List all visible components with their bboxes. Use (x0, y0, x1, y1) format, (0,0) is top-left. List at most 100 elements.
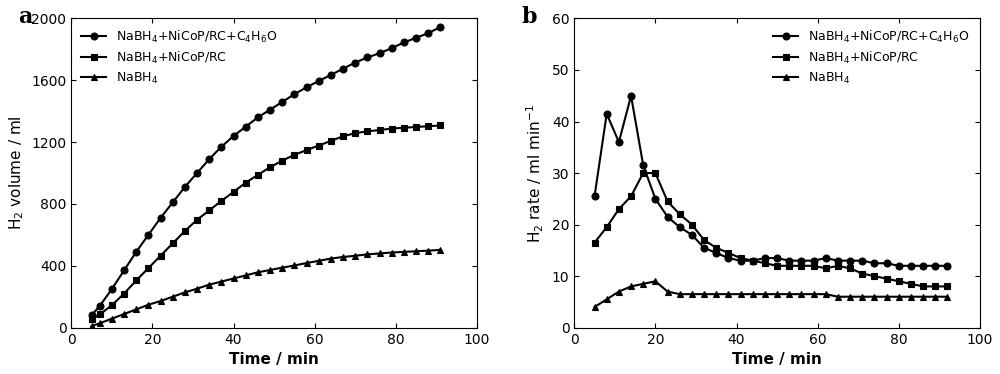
NaBH$_4$ (374, 251, 386, 256)
NaBH$_4$+NiCoP/RC (240, 180, 252, 185)
NaBH$_4$ (313, 258, 325, 263)
NaBH$_4$+NiCoP/RC (410, 125, 422, 129)
NaBH$_4$ (601, 297, 613, 301)
NaBH$_4$ (662, 289, 674, 294)
NaBH$_4$+NiCoP/RC+C$_4$H$_6$O (386, 46, 398, 50)
NaBH$_4$+NiCoP/RC+C$_4$H$_6$O (674, 225, 686, 229)
NaBH$_4$+NiCoP/RC+C$_4$H$_6$O (625, 94, 637, 98)
NaBH$_4$+NiCoP/RC (118, 291, 130, 296)
NaBH$_4$+NiCoP/RC+C$_4$H$_6$O (941, 264, 953, 268)
NaBH$_4$ (349, 254, 361, 258)
NaBH$_4$+NiCoP/RC (337, 134, 349, 138)
NaBH$_4$+NiCoP/RC+C$_4$H$_6$O (722, 256, 734, 260)
NaBH$_4$ (808, 292, 820, 296)
NaBH$_4$ (410, 249, 422, 254)
NaBH$_4$+NiCoP/RC (820, 266, 832, 271)
Line: NaBH$_4$+NiCoP/RC: NaBH$_4$+NiCoP/RC (591, 169, 951, 290)
NaBH$_4$ (844, 294, 856, 299)
NaBH$_4$ (179, 290, 191, 295)
NaBH$_4$+NiCoP/RC (747, 258, 759, 263)
NaBH$_4$+NiCoP/RC (613, 207, 625, 211)
NaBH$_4$+NiCoP/RC (361, 129, 373, 134)
NaBH$_4$ (301, 261, 313, 265)
NaBH$_4$+NiCoP/RC+C$_4$H$_6$O (349, 60, 361, 65)
NaBH$_4$+NiCoP/RC+C$_4$H$_6$O (698, 245, 710, 250)
NaBH$_4$ (625, 284, 637, 289)
NaBH$_4$+NiCoP/RC+C$_4$H$_6$O (759, 256, 771, 260)
NaBH$_4$ (386, 250, 398, 255)
NaBH$_4$ (86, 324, 98, 328)
NaBH$_4$ (589, 305, 601, 309)
NaBH$_4$ (929, 294, 941, 299)
NaBH$_4$+NiCoP/RC (601, 225, 613, 229)
NaBH$_4$+NiCoP/RC+C$_4$H$_6$O (276, 100, 288, 104)
NaBH$_4$+NiCoP/RC+C$_4$H$_6$O (191, 171, 203, 175)
NaBH$_4$ (252, 270, 264, 275)
Text: b: b (522, 6, 537, 28)
NaBH$_4$+NiCoP/RC+C$_4$H$_6$O (929, 264, 941, 268)
NaBH$_4$+NiCoP/RC+C$_4$H$_6$O (613, 140, 625, 144)
NaBH$_4$ (118, 312, 130, 316)
NaBH$_4$+NiCoP/RC (637, 171, 649, 175)
NaBH$_4$+NiCoP/RC+C$_4$H$_6$O (868, 261, 880, 266)
NaBH$_4$+NiCoP/RC+C$_4$H$_6$O (844, 258, 856, 263)
NaBH$_4$ (905, 294, 917, 299)
NaBH$_4$+NiCoP/RC+C$_4$H$_6$O (832, 258, 844, 263)
Line: NaBH$_4$+NiCoP/RC: NaBH$_4$+NiCoP/RC (88, 122, 444, 323)
NaBH$_4$ (203, 282, 215, 287)
Line: NaBH$_4$: NaBH$_4$ (591, 278, 951, 310)
NaBH$_4$+NiCoP/RC+C$_4$H$_6$O (106, 287, 118, 291)
NaBH$_4$ (637, 282, 649, 286)
NaBH$_4$+NiCoP/RC+C$_4$H$_6$O (917, 264, 929, 268)
NaBH$_4$ (613, 289, 625, 294)
NaBH$_4$+NiCoP/RC (228, 190, 240, 194)
NaBH$_4$+NiCoP/RC+C$_4$H$_6$O (167, 200, 179, 205)
NaBH$_4$ (941, 294, 953, 299)
NaBH$_4$+NiCoP/RC+C$_4$H$_6$O (589, 194, 601, 199)
NaBH$_4$+NiCoP/RC (386, 126, 398, 131)
NaBH$_4$ (722, 292, 734, 296)
NaBH$_4$+NiCoP/RC+C$_4$H$_6$O (361, 55, 373, 60)
NaBH$_4$+NiCoP/RC+C$_4$H$_6$O (301, 85, 313, 89)
NaBH$_4$ (868, 294, 880, 299)
NaBH$_4$+NiCoP/RC+C$_4$H$_6$O (747, 258, 759, 263)
NaBH$_4$+NiCoP/RC+C$_4$H$_6$O (434, 25, 446, 29)
NaBH$_4$+NiCoP/RC (434, 123, 446, 128)
NaBH$_4$+NiCoP/RC (662, 199, 674, 203)
NaBH$_4$+NiCoP/RC (276, 159, 288, 163)
NaBH$_4$+NiCoP/RC+C$_4$H$_6$O (808, 258, 820, 263)
NaBH$_4$+NiCoP/RC (167, 241, 179, 246)
NaBH$_4$+NiCoP/RC+C$_4$H$_6$O (337, 67, 349, 71)
NaBH$_4$+NiCoP/RC+C$_4$H$_6$O (893, 264, 905, 268)
NaBH$_4$ (361, 252, 373, 257)
Y-axis label: H$_2$ volume / ml: H$_2$ volume / ml (7, 116, 26, 230)
NaBH$_4$+NiCoP/RC (905, 282, 917, 286)
NaBH$_4$+NiCoP/RC+C$_4$H$_6$O (228, 134, 240, 138)
NaBH$_4$ (856, 294, 868, 299)
NaBH$_4$+NiCoP/RC (86, 317, 98, 321)
NaBH$_4$+NiCoP/RC+C$_4$H$_6$O (118, 268, 130, 273)
Line: NaBH$_4$+NiCoP/RC+C$_4$H$_6$O: NaBH$_4$+NiCoP/RC+C$_4$H$_6$O (591, 92, 951, 269)
Text: a: a (19, 6, 33, 28)
NaBH$_4$ (893, 294, 905, 299)
NaBH$_4$+NiCoP/RC (264, 165, 276, 169)
NaBH$_4$+NiCoP/RC (191, 218, 203, 222)
NaBH$_4$ (276, 266, 288, 270)
NaBH$_4$+NiCoP/RC+C$_4$H$_6$O (710, 251, 722, 255)
NaBH$_4$+NiCoP/RC (179, 229, 191, 233)
NaBH$_4$+NiCoP/RC (735, 256, 747, 260)
NaBH$_4$+NiCoP/RC+C$_4$H$_6$O (601, 111, 613, 116)
NaBH$_4$+NiCoP/RC (649, 171, 661, 175)
NaBH$_4$ (747, 292, 759, 296)
NaBH$_4$+NiCoP/RC (398, 126, 410, 130)
NaBH$_4$+NiCoP/RC (325, 139, 337, 143)
NaBH$_4$+NiCoP/RC (674, 212, 686, 217)
Line: NaBH$_4$: NaBH$_4$ (88, 246, 444, 329)
NaBH$_4$ (191, 286, 203, 291)
NaBH$_4$ (398, 250, 410, 254)
NaBH$_4$ (710, 292, 722, 296)
NaBH$_4$+NiCoP/RC+C$_4$H$_6$O (240, 125, 252, 129)
NaBH$_4$+NiCoP/RC (844, 266, 856, 271)
NaBH$_4$ (155, 299, 167, 303)
NaBH$_4$+NiCoP/RC+C$_4$H$_6$O (662, 215, 674, 219)
